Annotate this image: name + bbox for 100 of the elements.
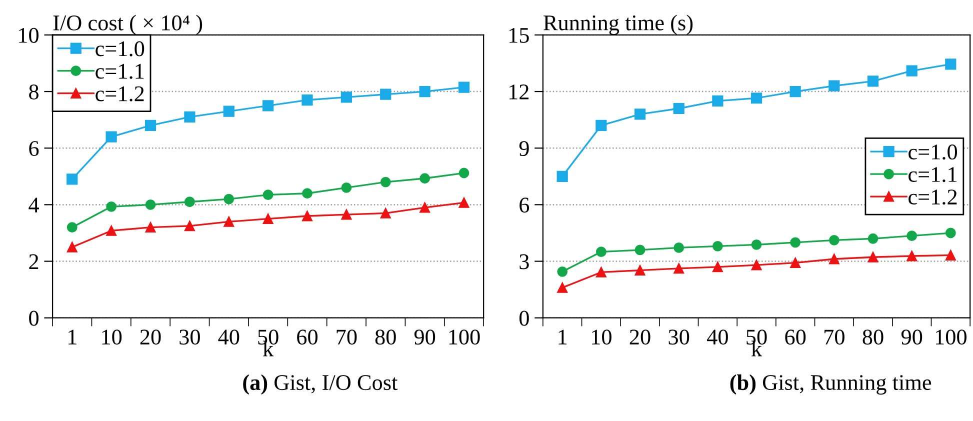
point xyxy=(262,100,274,112)
point xyxy=(66,222,78,233)
y-tick-label: 8 xyxy=(29,84,38,100)
x-tick-label: 90 xyxy=(901,330,922,345)
point xyxy=(634,265,646,276)
point xyxy=(790,258,801,268)
point xyxy=(144,120,156,132)
legend-label: c=1.2 xyxy=(908,190,957,205)
y-tick-label: 6 xyxy=(29,141,39,156)
text: (b) Gist, Running time xyxy=(730,374,932,395)
point xyxy=(223,106,234,117)
point xyxy=(556,170,568,182)
point xyxy=(596,120,607,132)
point xyxy=(596,267,606,278)
point xyxy=(420,173,430,184)
y-tick-label: 0 xyxy=(519,310,529,326)
point xyxy=(945,58,956,70)
point xyxy=(906,250,918,262)
point xyxy=(145,199,156,210)
x-tick-label: 80 xyxy=(862,330,884,345)
point xyxy=(380,88,392,100)
x-tick-label: 40 xyxy=(218,330,240,345)
point xyxy=(302,94,313,106)
text: (a) Gist, I/O Cost xyxy=(243,374,398,395)
legend-label: c=1.1 xyxy=(908,167,957,182)
point xyxy=(790,237,801,248)
point xyxy=(302,210,312,222)
point xyxy=(380,176,391,188)
x-tick-label: 10 xyxy=(102,330,122,345)
point xyxy=(828,80,840,92)
x-tick-label: 100 xyxy=(449,330,480,345)
x-tick-label: 10 xyxy=(592,330,612,345)
point xyxy=(634,108,646,120)
y-axis-title: Running time (s) xyxy=(544,14,693,35)
legend-label: c=1.1 xyxy=(96,64,144,79)
x-tick-label: 30 xyxy=(180,330,200,345)
point xyxy=(828,234,840,246)
point xyxy=(106,131,117,142)
point xyxy=(302,188,312,199)
point xyxy=(66,242,78,252)
point xyxy=(341,182,352,193)
point xyxy=(557,282,568,293)
point xyxy=(868,252,878,262)
point xyxy=(634,244,646,256)
y-tick-label: 9 xyxy=(519,141,529,156)
x-tick-label: 100 xyxy=(936,330,966,345)
point xyxy=(750,92,762,104)
y-tick-label: 3 xyxy=(520,254,529,270)
x-tick-label: 60 xyxy=(297,330,318,345)
point xyxy=(184,111,196,123)
point xyxy=(341,209,352,220)
point xyxy=(224,216,234,227)
point xyxy=(712,262,723,272)
x-tick-label: 1 xyxy=(68,330,76,344)
x-tick-label: 90 xyxy=(414,330,436,345)
point xyxy=(106,226,117,236)
point xyxy=(868,233,878,244)
point xyxy=(596,246,606,258)
y-tick-label: 2 xyxy=(29,254,38,269)
point xyxy=(712,240,723,252)
point xyxy=(751,239,762,250)
point xyxy=(945,228,956,238)
y-tick-label: 4 xyxy=(28,198,39,212)
point xyxy=(262,190,274,200)
point xyxy=(458,82,470,93)
legend-label: c=1.0 xyxy=(96,41,144,56)
point xyxy=(712,95,724,107)
point xyxy=(106,201,117,212)
point xyxy=(751,260,762,270)
point xyxy=(224,194,234,204)
x-tick-label: 40 xyxy=(707,330,728,345)
point xyxy=(557,266,568,277)
point xyxy=(674,263,684,274)
y-tick-label: 15 xyxy=(509,28,529,43)
x-tick-label: 20 xyxy=(140,330,161,345)
y-tick-label: 0 xyxy=(29,310,38,326)
point xyxy=(458,168,470,178)
point xyxy=(674,242,684,253)
point xyxy=(419,86,430,98)
point xyxy=(340,92,352,103)
point xyxy=(906,230,918,242)
x-tick-label: 60 xyxy=(785,330,806,345)
legend-label: c=1.2 xyxy=(96,86,144,102)
y-tick-label: 6 xyxy=(520,198,530,213)
point xyxy=(790,86,801,98)
point xyxy=(66,174,78,185)
point xyxy=(184,220,195,232)
legend-label: c=1.0 xyxy=(908,144,958,160)
x-tick-label: 30 xyxy=(668,330,690,345)
y-axis-title: I/O cost ( × 10⁴ ) xyxy=(53,14,202,35)
point xyxy=(380,208,391,218)
point xyxy=(906,65,918,76)
y-tick-label: 12 xyxy=(509,84,529,100)
point xyxy=(145,222,156,233)
x-tick-label: 1 xyxy=(558,330,567,344)
point xyxy=(184,196,195,208)
point xyxy=(673,102,684,114)
y-tick-label: 10 xyxy=(19,28,38,43)
x-tick-label: 80 xyxy=(375,330,396,345)
point xyxy=(458,198,470,208)
